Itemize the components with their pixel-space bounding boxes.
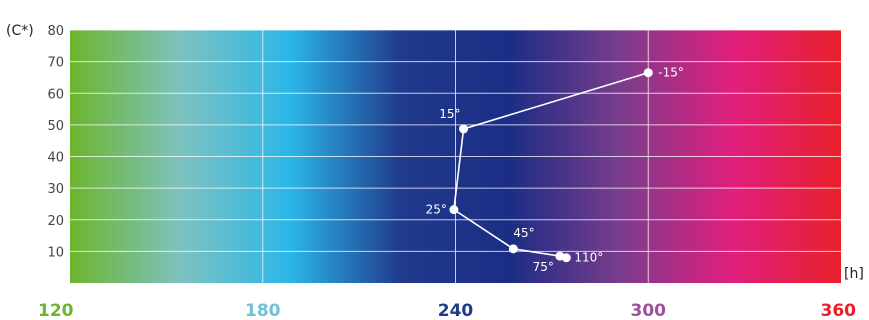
y-tick-label: 30 [47, 182, 64, 197]
data-point-label: 25° [426, 203, 447, 217]
data-point-label: 110° [574, 251, 603, 265]
data-point [643, 68, 653, 78]
x-axis-ticks: 120 180 240 300 360 [38, 301, 856, 320]
y-axis-ticks: 10 20 30 40 50 60 70 80 [47, 24, 64, 260]
y-axis-label: (C*) [6, 23, 34, 39]
data-point-label: 75° [533, 260, 554, 274]
data-point [508, 244, 518, 254]
data-point [561, 253, 571, 263]
x-tick-label: 180 [245, 301, 281, 320]
data-series: -15° 15° 25° 45° 75° 110° [426, 66, 684, 274]
data-point [449, 205, 459, 215]
x-tick-label: 120 [38, 301, 74, 320]
data-point-label: -15° [658, 66, 684, 80]
y-tick-label: 50 [47, 119, 64, 134]
y-tick-label: 60 [47, 87, 64, 102]
grid-lines [70, 29, 841, 283]
x-tick-label: 240 [438, 301, 474, 320]
x-tick-label: 360 [821, 301, 857, 320]
y-tick-label: 80 [47, 24, 64, 39]
y-tick-label: 20 [47, 214, 64, 229]
x-axis-label: [h] [844, 266, 864, 282]
data-point [459, 124, 469, 134]
y-tick-label: 10 [47, 245, 64, 260]
data-point-label: 45° [513, 226, 534, 240]
y-tick-label: 70 [47, 56, 64, 71]
y-tick-label: 40 [47, 151, 64, 166]
x-tick-label: 300 [631, 301, 667, 320]
data-point-label: 15° [439, 107, 460, 121]
